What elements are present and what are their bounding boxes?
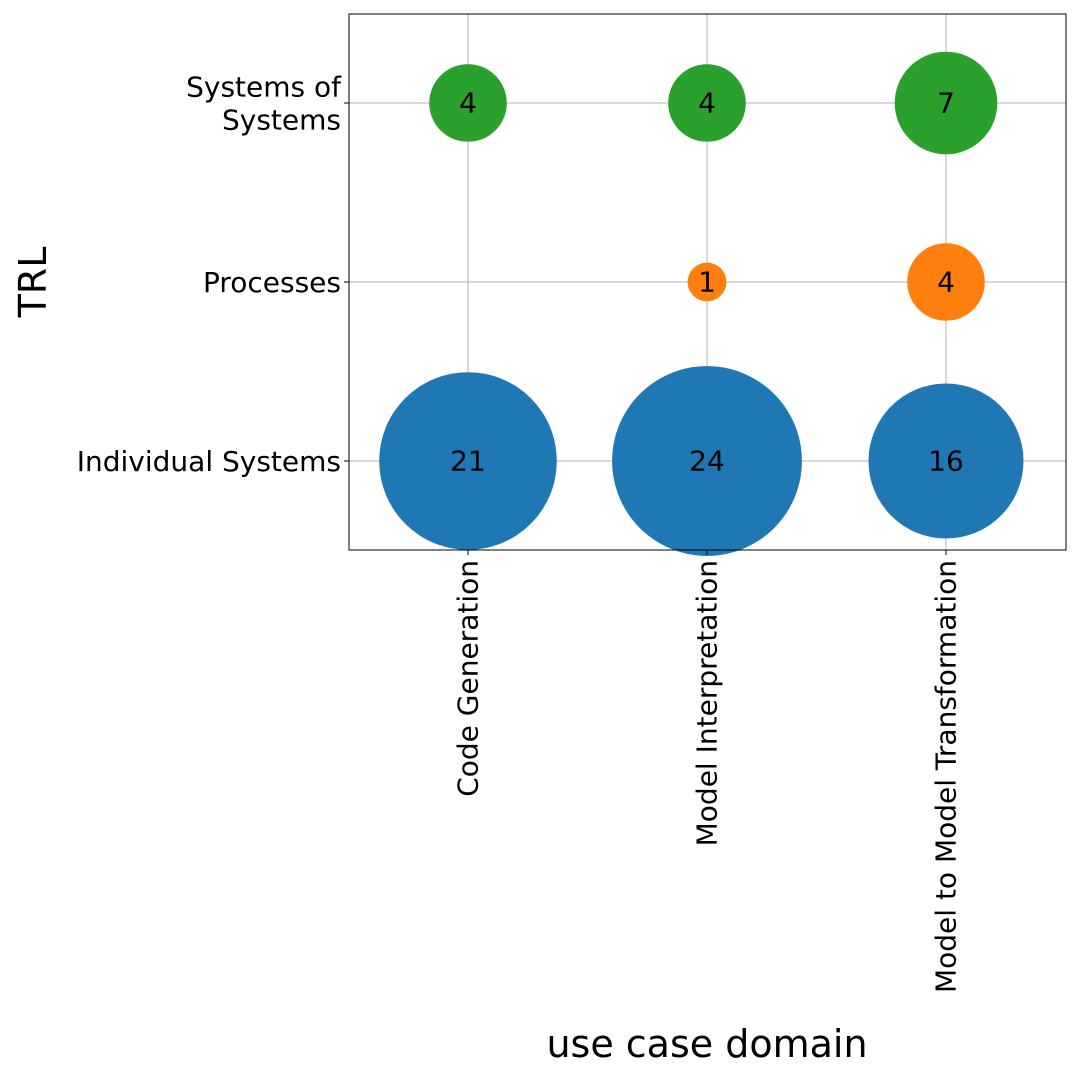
bubbles xyxy=(379,51,1024,556)
y-tick-label-line: Systems xyxy=(222,103,341,136)
y-tick-label-line: Systems of xyxy=(186,70,342,103)
y-tick-label-line: Individual Systems xyxy=(77,445,341,478)
x-tick-labels: Code Generation Model Interpretation Model… xyxy=(452,550,963,993)
bubble-systems-of-systems-model-interpretation xyxy=(668,64,746,142)
bubble-processes-model-interpretation xyxy=(687,262,727,302)
bubble-individual-systems-model-to-model-transformation xyxy=(868,383,1024,539)
bubble-value-label: 16 xyxy=(928,445,964,478)
x-tick-label: Code Generation xyxy=(452,560,485,797)
bubble-value-label: 4 xyxy=(698,87,716,120)
x-axis-label: use case domain xyxy=(546,1022,867,1066)
x-tick-label: Model to Model Transformation xyxy=(930,560,963,993)
y-axis-label: TRL xyxy=(11,247,55,319)
y-tick-label: Systems of Systems xyxy=(186,70,342,136)
bubble-value-labels: 21 24 16 1 4 4 4 7 xyxy=(450,87,964,478)
y-tick-label-line: Processes xyxy=(203,266,341,299)
bubble-value-label: 24 xyxy=(689,445,725,478)
bubble-processes-model-to-model-transformation xyxy=(907,243,985,321)
bubble-systems-of-systems-model-to-model-transformation xyxy=(894,51,998,155)
bubble-value-label: 4 xyxy=(459,87,477,120)
y-tick-label: Individual Systems xyxy=(77,445,341,478)
bubble-systems-of-systems-code-generation xyxy=(429,64,507,142)
bubble-individual-systems-code-generation xyxy=(379,372,557,550)
x-tick-label: Model Interpretation xyxy=(691,560,724,846)
bubble-individual-systems-model-interpretation xyxy=(612,366,802,556)
bubble-value-label: 1 xyxy=(698,266,716,299)
bubble-value-label: 21 xyxy=(450,445,486,478)
y-tick-label: Processes xyxy=(203,266,341,299)
y-tick-labels: Individual Systems Processes Systems of Sys… xyxy=(77,70,349,478)
bubble-value-label: 4 xyxy=(937,266,955,299)
bubble-value-label: 7 xyxy=(937,87,955,120)
